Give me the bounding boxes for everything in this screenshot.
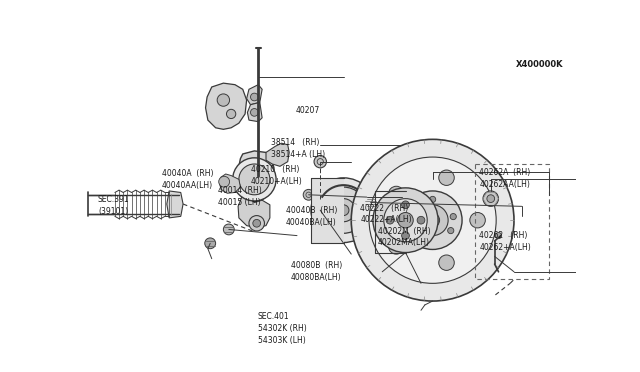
Polygon shape (238, 192, 270, 228)
Polygon shape (205, 83, 246, 129)
Circle shape (417, 217, 425, 224)
Text: 40210   (RH)
40210+A(LH): 40210 (RH) 40210+A(LH) (251, 165, 303, 186)
Circle shape (239, 164, 270, 195)
Text: 40080B  (RH)
40080BA(LH): 40080B (RH) 40080BA(LH) (291, 261, 342, 282)
Circle shape (388, 186, 404, 202)
Circle shape (495, 232, 502, 239)
Circle shape (250, 93, 259, 101)
Circle shape (223, 224, 234, 235)
Text: 40262   (RH)
40262+A(LH): 40262 (RH) 40262+A(LH) (479, 231, 531, 251)
Text: SEC.401
54302K (RH)
54303K (LH): SEC.401 54302K (RH) 54303K (LH) (257, 312, 307, 345)
Circle shape (369, 157, 496, 283)
Circle shape (397, 212, 413, 228)
Polygon shape (311, 178, 344, 243)
Text: 40040A  (RH)
40040AA(LH): 40040A (RH) 40040AA(LH) (162, 169, 213, 190)
Circle shape (320, 187, 367, 233)
Circle shape (311, 178, 376, 243)
Polygon shape (239, 151, 274, 202)
Circle shape (447, 228, 454, 234)
Circle shape (403, 191, 462, 250)
Text: 40040B  (RH)
40040BA(LH): 40040B (RH) 40040BA(LH) (286, 206, 337, 227)
Circle shape (409, 214, 415, 220)
Text: 40202M  (RH)
40202MA(LH): 40202M (RH) 40202MA(LH) (378, 227, 430, 247)
Circle shape (366, 198, 375, 207)
Circle shape (253, 219, 260, 227)
Polygon shape (266, 143, 289, 166)
Circle shape (303, 189, 314, 200)
Circle shape (439, 255, 454, 270)
Circle shape (386, 217, 394, 224)
Circle shape (233, 158, 276, 201)
Circle shape (250, 109, 259, 116)
Polygon shape (374, 191, 406, 253)
Text: SEC.391
(39101): SEC.391 (39101) (98, 195, 129, 216)
Circle shape (402, 201, 410, 209)
Text: 38514   (RH)
38514+A (LH): 38514 (RH) 38514+A (LH) (271, 138, 325, 158)
Polygon shape (167, 191, 183, 218)
Circle shape (219, 176, 230, 187)
Circle shape (217, 94, 230, 106)
Text: 40222   (RH)
40222+A(LH): 40222 (RH) 40222+A(LH) (360, 203, 412, 224)
Text: 40262A  (RH)
40262AA(LH): 40262A (RH) 40262AA(LH) (479, 168, 531, 189)
Polygon shape (246, 85, 262, 105)
Circle shape (373, 188, 438, 253)
Circle shape (249, 216, 264, 231)
Polygon shape (220, 174, 241, 193)
Circle shape (338, 205, 349, 216)
Circle shape (483, 191, 499, 206)
Text: X400000K: X400000K (516, 60, 564, 70)
Circle shape (388, 239, 404, 254)
Circle shape (450, 214, 456, 220)
Circle shape (402, 232, 410, 240)
Circle shape (205, 238, 216, 249)
Circle shape (422, 237, 429, 243)
Circle shape (417, 205, 448, 235)
Text: 40207: 40207 (296, 106, 320, 115)
Circle shape (227, 109, 236, 119)
Polygon shape (248, 102, 262, 122)
Circle shape (332, 199, 355, 222)
Circle shape (384, 199, 428, 242)
Circle shape (439, 170, 454, 185)
Circle shape (470, 212, 485, 228)
Circle shape (351, 140, 514, 301)
Circle shape (487, 195, 495, 202)
Text: 40014 (RH)
40015 (LH): 40014 (RH) 40015 (LH) (218, 186, 262, 207)
Circle shape (429, 196, 436, 202)
Circle shape (314, 155, 326, 168)
Circle shape (426, 213, 440, 227)
